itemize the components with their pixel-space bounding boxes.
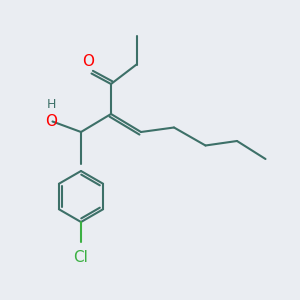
Text: Cl: Cl [74, 250, 88, 266]
Text: H: H [46, 98, 56, 111]
Text: O: O [82, 54, 94, 69]
Text: O: O [45, 114, 57, 129]
